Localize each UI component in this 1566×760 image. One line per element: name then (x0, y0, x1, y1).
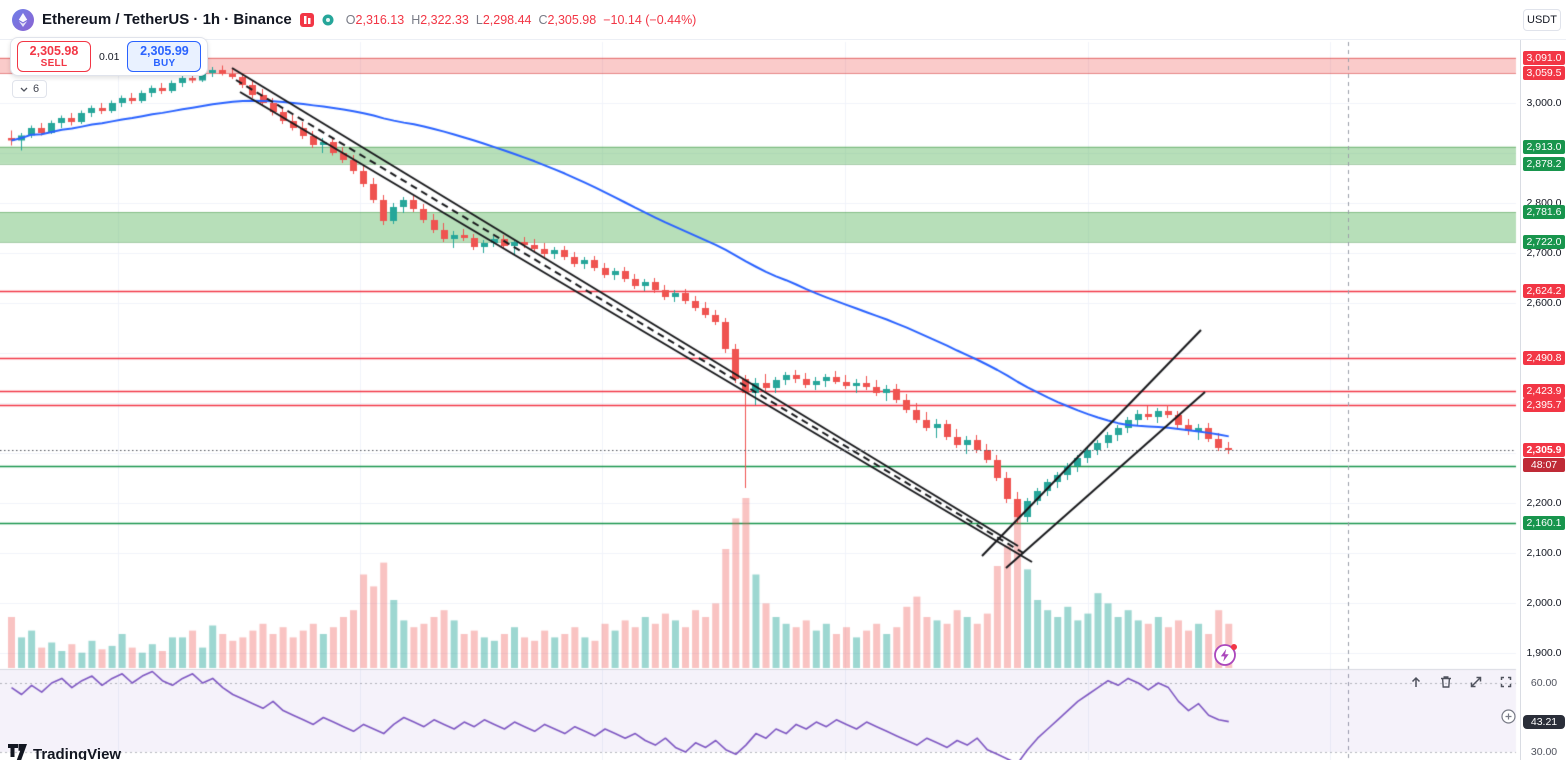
change-value: −10.14 (−0.44%) (603, 12, 697, 27)
indicators-collapsed-chip[interactable]: 6 (12, 80, 48, 98)
chevron-down-icon (20, 83, 28, 95)
price-axis-label: 3,091.0 (1523, 50, 1565, 65)
current-price-label: 2,305.9 (1523, 443, 1565, 458)
tradingview-logo-text: TradingView (33, 746, 122, 760)
open-value: 2,316.13 (355, 12, 405, 27)
price-axis-label: 2,100.0 (1526, 547, 1562, 559)
chart-header: Ethereum / TetherUS · 1h · Binance O2,31… (0, 0, 1566, 40)
quick-trade-flash-icon[interactable] (1212, 640, 1240, 668)
tradingview-logo-icon (8, 744, 27, 760)
close-label: C (538, 12, 548, 27)
delete-pane-button[interactable] (1434, 672, 1458, 692)
rsi-axis-label: 60.00 (1530, 677, 1558, 689)
rsi-axis-label: 43.21 (1523, 714, 1565, 729)
tradingview-logo[interactable]: TradingView (8, 744, 121, 760)
bar-countdown-label: 48:07 (1523, 457, 1565, 472)
spread-value: 0.01 (99, 50, 120, 63)
price-axis-label: 3,000.0 (1526, 97, 1562, 109)
plus-circle-icon[interactable] (1501, 709, 1516, 729)
close-value: 2,305.98 (547, 12, 597, 27)
maximize-pane-button[interactable] (1464, 672, 1488, 692)
buy-sell-widget: 2,305.98 SELL 0.01 2,305.99 BUY (10, 37, 209, 76)
price-axis-label: 2,913.0 (1523, 139, 1565, 154)
buy-button[interactable]: 2,305.99 BUY (127, 41, 202, 72)
price-axis-label: 2,878.2 (1523, 156, 1565, 171)
price-axis-label: 2,200.0 (1526, 497, 1562, 509)
rsi-axis-label: 30.00 (1530, 746, 1558, 758)
price-axis-label: 2,722.0 (1523, 235, 1565, 249)
market-status-dot-icon[interactable] (322, 14, 334, 26)
price-axis-label: 2,781.6 (1523, 205, 1565, 220)
price-axis-label: 2,490.8 (1523, 350, 1565, 365)
price-axis-label: 2,700.0 (1526, 247, 1562, 259)
buy-label: BUY (153, 58, 176, 69)
symbol-title[interactable]: Ethereum / TetherUS · 1h · Binance (42, 11, 292, 28)
price-axis-label: 3,059.5 (1523, 66, 1565, 81)
open-label: O (345, 12, 356, 27)
collapse-pane-button[interactable] (1494, 672, 1518, 692)
buy-price: 2,305.99 (140, 44, 189, 58)
sell-button[interactable]: 2,305.98 SELL (17, 41, 91, 72)
low-value: 2,298.44 (482, 12, 532, 27)
price-axis-label: 2,624.2 (1523, 283, 1565, 298)
price-axis-label: 2,600.0 (1526, 297, 1562, 309)
indicator-count: 6 (33, 83, 40, 95)
price-axis-label: 2,395.7 (1523, 398, 1565, 413)
high-label: H (411, 12, 421, 27)
sell-price: 2,305.98 (29, 44, 79, 58)
candle-chart-icon[interactable] (299, 12, 314, 27)
price-axis[interactable]: 3,000.0 2,800.0 2,700.0 2,600.0 2,200.0 2,100… (1520, 0, 1566, 760)
ohlc-readout: O2,316.13 H2,322.33 L2,298.44 C2,305.98 … (346, 13, 697, 27)
rsi-pane-controls (1404, 672, 1518, 692)
currency-toggle-button[interactable]: USDT (1523, 9, 1561, 31)
ethereum-logo-icon[interactable] (12, 8, 34, 31)
move-pane-up-button[interactable] (1404, 672, 1428, 692)
price-axis-label: 1,900.0 (1526, 647, 1562, 659)
low-label: L (475, 12, 483, 27)
price-axis-label: 2,160.1 (1523, 515, 1565, 530)
price-chart-canvas[interactable] (0, 0, 1520, 760)
sell-label: SELL (40, 58, 68, 69)
price-axis-label: 2,423.9 (1523, 384, 1565, 399)
price-axis-label: 2,000.0 (1526, 597, 1562, 609)
high-value: 2,322.33 (420, 12, 469, 27)
